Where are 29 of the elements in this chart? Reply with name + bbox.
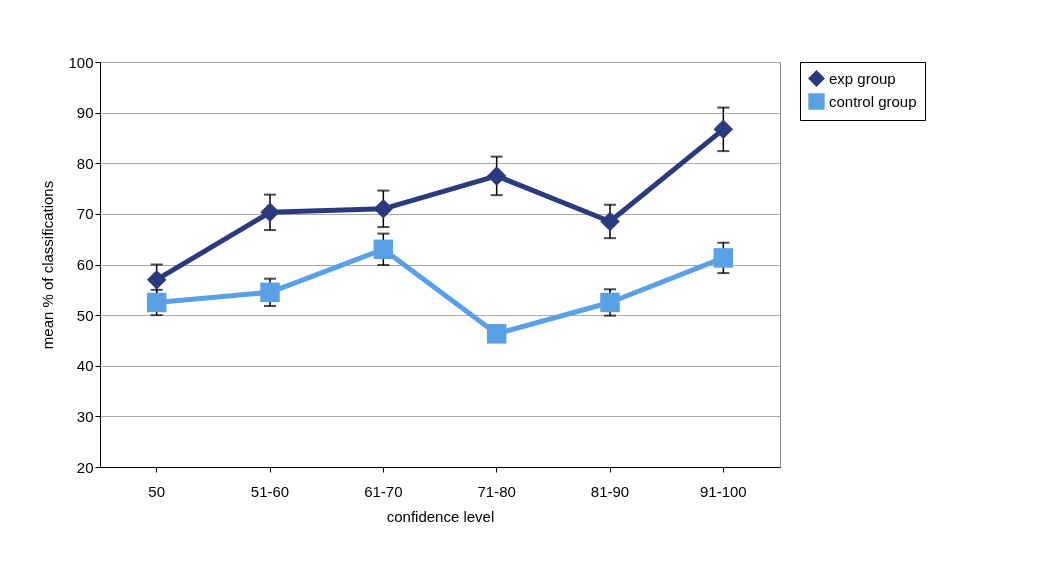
point (146, 269, 167, 290)
y-tick-label: 20 (76, 458, 94, 476)
y-tick-label: 90 (76, 104, 94, 122)
point (600, 211, 620, 232)
x-tick-label: 50 (148, 482, 166, 500)
point (260, 202, 280, 223)
legend-label: exp group (829, 69, 896, 87)
x-tick-label: 61-70 (364, 482, 403, 500)
legend-label: control group (829, 92, 917, 110)
y-tick-label: 70 (76, 205, 94, 223)
y-tick-label: 80 (76, 154, 94, 172)
point (713, 248, 734, 268)
point (373, 239, 394, 260)
point (373, 199, 394, 219)
y-tick-label: 50 (76, 306, 94, 324)
point (260, 282, 280, 303)
y-tick-label: 40 (76, 357, 94, 375)
x-tick-label: 91-100 (699, 482, 747, 500)
x-tick-label: 81-90 (590, 482, 630, 500)
point (486, 324, 507, 344)
y-tick-label: 30 (76, 407, 94, 425)
x-tick-label: 71-80 (477, 482, 516, 500)
y-axis-title: mean % of classifications (39, 180, 57, 350)
point (713, 119, 734, 140)
y-tick-label: 100 (68, 53, 94, 71)
x-axis-title: confidence level (386, 507, 495, 525)
y-tick-label: 60 (76, 256, 94, 273)
point (486, 166, 507, 186)
x-tick-label: 51-60 (250, 482, 290, 500)
